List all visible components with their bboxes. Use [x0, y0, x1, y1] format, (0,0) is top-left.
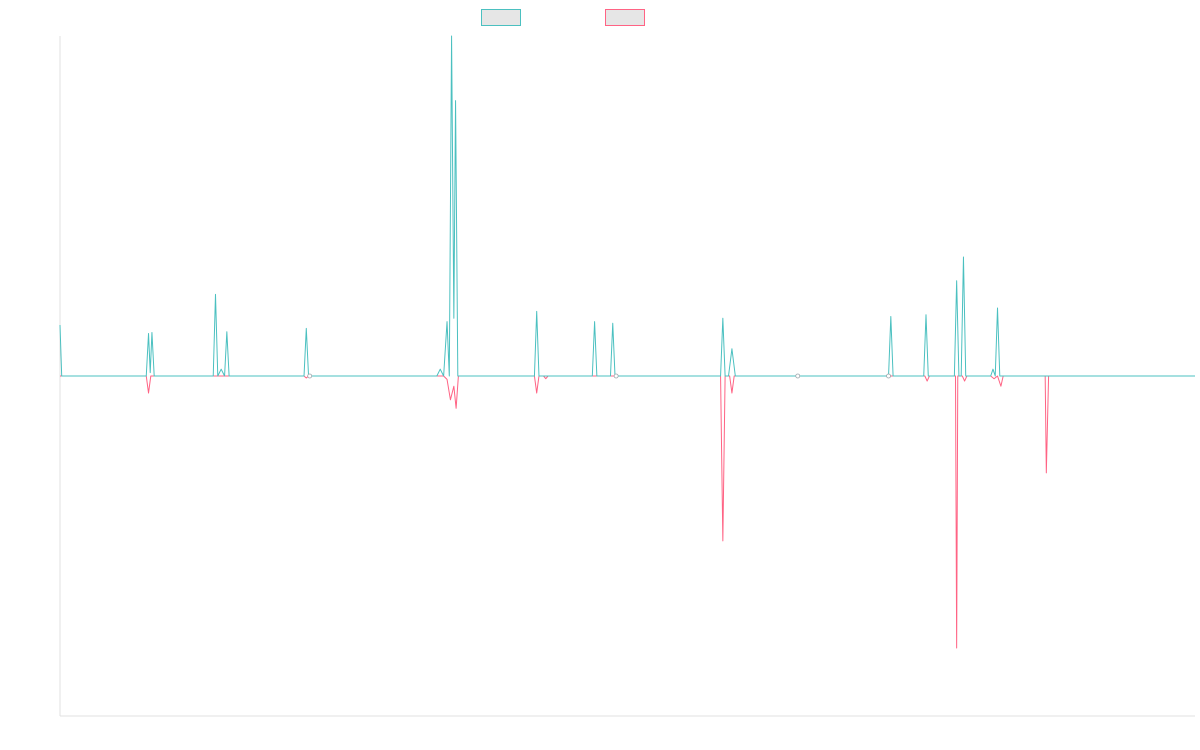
series-layer — [59, 35, 1195, 649]
series-1-point-3[interactable] — [795, 373, 801, 379]
series-2-line — [60, 375, 1195, 649]
legend — [481, 9, 645, 26]
series-1-point-1[interactable] — [307, 373, 313, 379]
series-1-line — [59, 35, 1195, 377]
legend-swatch-series-1[interactable] — [481, 9, 521, 26]
series-1-point-2[interactable] — [613, 373, 619, 379]
marker-layer — [307, 373, 891, 379]
series-1-point-4[interactable] — [886, 373, 891, 379]
legend-swatch-series-2[interactable] — [605, 9, 645, 26]
